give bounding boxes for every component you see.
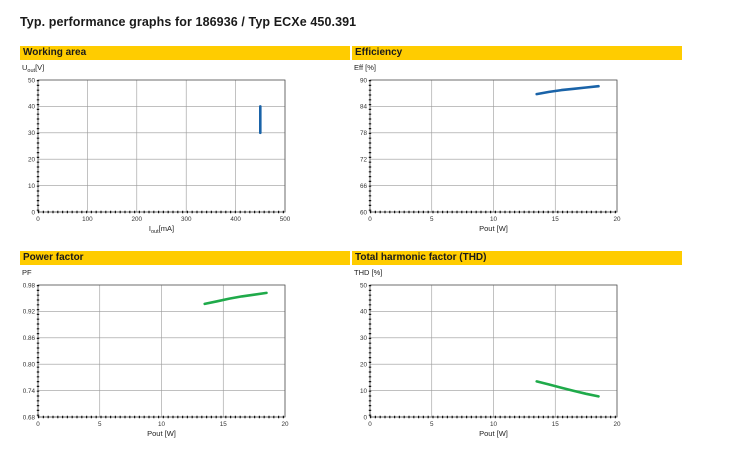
- plot-frame: [369, 79, 618, 213]
- y-axis-label: THD [%]: [354, 268, 382, 277]
- y-tick-label: 90: [360, 77, 368, 84]
- panel-title-bar: Power factor: [20, 251, 350, 265]
- series-line: [203, 291, 268, 306]
- y-tick-label: 0: [31, 209, 35, 216]
- efficiency-chart: Eff [%] 60 66 72 78 84 90 0 5 10 15 20 Pout [W]: [354, 63, 621, 233]
- series-line: [535, 84, 600, 96]
- x-tick-label: 10: [490, 216, 498, 223]
- page-title: Typ. performance graphs for 186936 / Typ…: [20, 15, 357, 29]
- y-tick-label: 50: [28, 77, 36, 84]
- panel-power-factor: Power factor PF 0.68 0.74 0.80 0.86 0.92 0.98 0…: [20, 251, 350, 451]
- y-tick-label: 72: [360, 157, 368, 164]
- x-tick-label: 200: [132, 216, 143, 223]
- y-axis-label: PF: [22, 268, 32, 277]
- chart-title: Working area: [23, 47, 87, 58]
- y-tick-label: 40: [28, 104, 36, 111]
- plot-frame: [37, 79, 286, 213]
- x-tick-label: 5: [430, 216, 434, 223]
- y-tick-label: 84: [360, 104, 368, 111]
- y-tick-label: 0.86: [23, 335, 36, 342]
- series-line: [535, 380, 600, 398]
- plot-frame: [369, 284, 618, 418]
- panel-title-bar: Efficiency: [352, 46, 682, 60]
- x-tick-label: 20: [613, 216, 621, 223]
- y-axis-label: Uout[V]: [22, 63, 44, 74]
- panel-working-area: Working area Uout[V] 0 10 20 30 40 50 0 100 200 30…: [20, 46, 350, 246]
- x-tick-label: 20: [613, 421, 621, 428]
- y-axis-label: Eff [%]: [354, 63, 376, 72]
- x-tick-label: 0: [368, 216, 372, 223]
- y-axis-label-sub: out: [27, 68, 35, 74]
- y-tick-label: 60: [360, 209, 368, 216]
- x-tick-label: 100: [82, 216, 93, 223]
- y-tick-label: 0.80: [23, 362, 36, 369]
- x-tick-label: 0: [368, 421, 372, 428]
- y-tick-label: 30: [360, 335, 368, 342]
- chart-title: Total harmonic factor (THD): [355, 252, 487, 263]
- panel-thd: Total harmonic factor (THD) THD [%] 0 10 20…: [352, 251, 682, 451]
- panel-efficiency: Efficiency Eff [%] 60 66 72 78 84 90 0 5 10 15 20 Po…: [352, 46, 682, 246]
- y-axis-label-main: U: [22, 63, 27, 72]
- x-tick-label: 10: [158, 421, 166, 428]
- x-tick-label: 15: [220, 421, 228, 428]
- y-tick-label: 10: [28, 183, 36, 190]
- x-axis-label: Pout [W]: [479, 429, 508, 438]
- x-tick-label: 0: [36, 216, 40, 223]
- chart-title: Power factor: [23, 252, 84, 263]
- y-tick-label: 50: [360, 282, 368, 289]
- power-factor-chart: PF 0.68 0.74 0.80 0.86 0.92 0.98 0 5 10 15 20 Pout […: [22, 268, 289, 438]
- plot-frame: [37, 284, 286, 418]
- thd-chart: THD [%] 0 10 20 30 40 50 0 5 10 15 20 Pout [W]: [354, 268, 621, 438]
- y-tick-label: 78: [360, 130, 368, 137]
- chart-title: Efficiency: [355, 47, 403, 58]
- x-tick-label: 0: [36, 421, 40, 428]
- y-tick-label: 30: [28, 130, 36, 137]
- x-tick-label: 20: [281, 421, 289, 428]
- x-tick-label: 5: [430, 421, 434, 428]
- y-tick-label: 40: [360, 309, 368, 316]
- y-tick-label: 0: [363, 414, 367, 421]
- x-axis-label-unit: [mA]: [159, 224, 174, 233]
- x-tick-label: 15: [552, 216, 560, 223]
- x-axis-label: Iout[mA]: [149, 224, 174, 235]
- x-tick-label: 300: [181, 216, 192, 223]
- panel-title-bar: Working area: [20, 46, 350, 60]
- x-tick-label: 5: [98, 421, 102, 428]
- x-tick-label: 15: [552, 421, 560, 428]
- x-axis-label-sub: out: [151, 229, 159, 235]
- y-tick-label: 20: [360, 362, 368, 369]
- y-tick-label: 10: [360, 388, 368, 395]
- x-axis-label-main: I: [149, 224, 151, 233]
- x-tick-label: 500: [280, 216, 291, 223]
- y-tick-label: 20: [28, 157, 36, 164]
- x-tick-label: 10: [490, 421, 498, 428]
- panel-title-bar: Total harmonic factor (THD): [352, 251, 682, 265]
- y-tick-label: 66: [360, 183, 368, 190]
- y-tick-label: 0.68: [23, 414, 36, 421]
- y-tick-label: 0.98: [23, 282, 36, 289]
- x-axis-label: Pout [W]: [479, 224, 508, 233]
- y-tick-label: 0.74: [23, 388, 36, 395]
- y-axis-label-unit: [V]: [35, 63, 44, 72]
- y-tick-label: 0.92: [23, 309, 36, 316]
- x-axis-label: Pout [W]: [147, 429, 176, 438]
- x-tick-label: 400: [230, 216, 241, 223]
